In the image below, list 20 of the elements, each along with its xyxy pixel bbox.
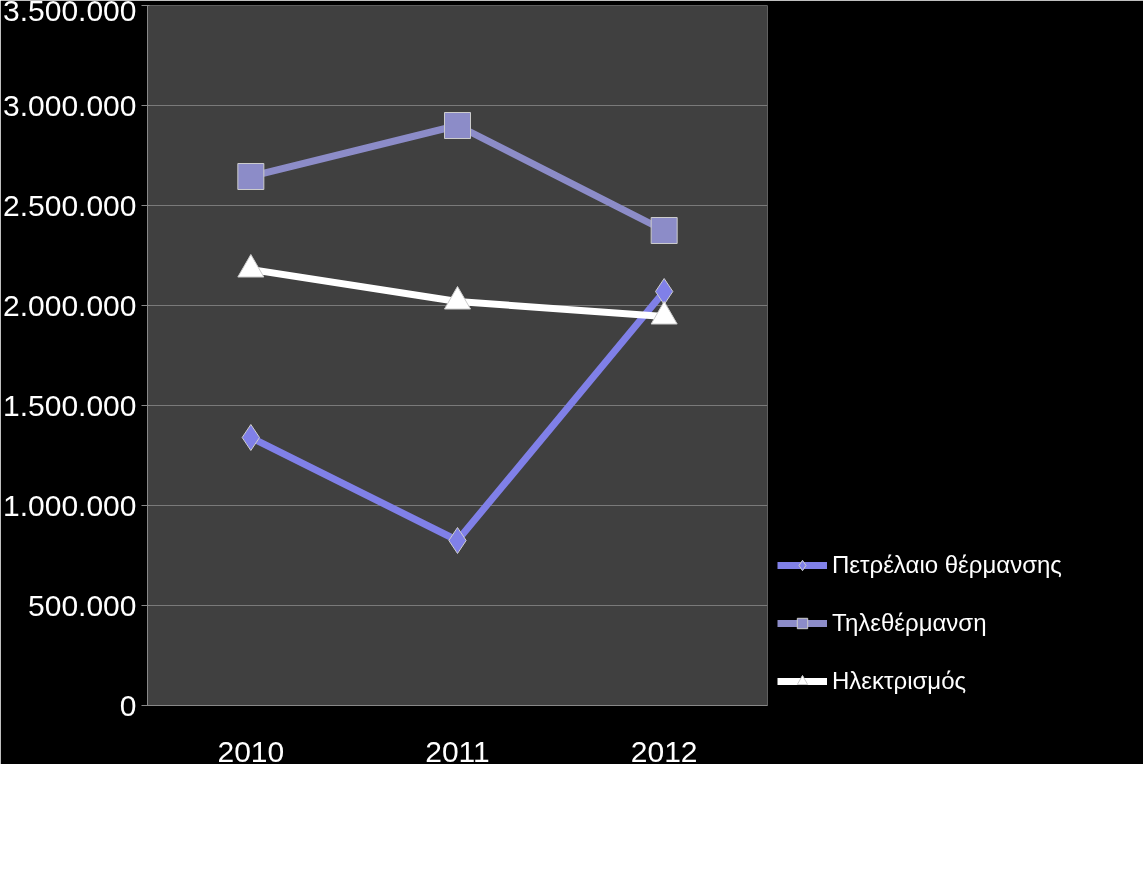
point xyxy=(448,527,467,554)
point xyxy=(655,278,674,305)
y-tick-label: 1.000.000 xyxy=(3,488,137,522)
point xyxy=(241,424,260,451)
y-tick-label: 2.000.000 xyxy=(3,288,137,322)
x-tick-label: 2011 xyxy=(425,734,490,768)
point xyxy=(444,112,471,139)
y-tick-label: 2.500.000 xyxy=(3,188,137,222)
x-tick-label: 2010 xyxy=(217,734,285,768)
legend-label: Πετρέλαιο θέρμανσης xyxy=(832,551,1062,579)
legend-label: Ηλεκτρισμός xyxy=(832,667,967,695)
legend-label: Τηλεθέρμανση xyxy=(832,609,987,637)
y-tick-label: 3.500.000 xyxy=(3,0,137,27)
y-tick-label: 0 xyxy=(119,688,137,722)
point xyxy=(237,163,265,190)
y-tick-label: 3.000.000 xyxy=(3,88,137,122)
y-tick-label: 500.000 xyxy=(28,588,137,622)
point xyxy=(650,217,678,244)
y-tick-label: 1.500.000 xyxy=(3,388,137,422)
x-tick-label: 2012 xyxy=(630,734,698,768)
